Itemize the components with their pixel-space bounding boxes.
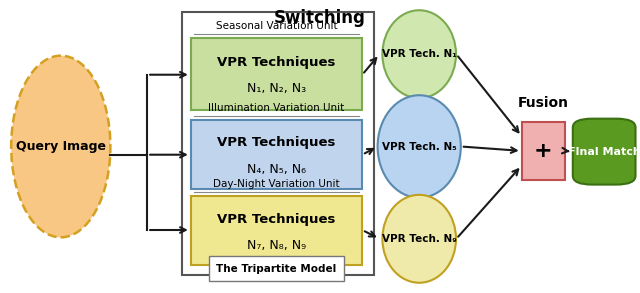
Ellipse shape <box>383 195 456 283</box>
FancyBboxPatch shape <box>209 256 344 281</box>
Ellipse shape <box>383 10 456 98</box>
Text: Illumination Variation Unit: Illumination Variation Unit <box>209 103 344 113</box>
Text: The Tripartite Model: The Tripartite Model <box>216 264 337 274</box>
Bar <box>191 196 362 265</box>
Text: VPR Techniques: VPR Techniques <box>218 212 335 226</box>
Text: Fusion: Fusion <box>518 96 569 110</box>
Text: FInal Match: FInal Match <box>568 146 640 157</box>
Text: N₄, N₅, N₆: N₄, N₅, N₆ <box>247 163 306 176</box>
Ellipse shape <box>378 95 461 198</box>
Text: Query Image: Query Image <box>16 140 106 153</box>
Text: +: + <box>534 141 553 161</box>
Bar <box>182 12 374 275</box>
Text: Seasonal Variation Unit: Seasonal Variation Unit <box>216 21 337 31</box>
Bar <box>522 122 565 180</box>
Ellipse shape <box>11 56 111 237</box>
Text: VPR Tech. N₉: VPR Tech. N₉ <box>382 234 456 244</box>
Text: VPR Techniques: VPR Techniques <box>218 136 335 149</box>
Text: N₇, N₈, N₉: N₇, N₈, N₉ <box>247 239 306 252</box>
Text: VPR Tech. N₁: VPR Tech. N₁ <box>382 49 456 59</box>
FancyBboxPatch shape <box>573 119 636 185</box>
Text: Switching: Switching <box>274 9 366 27</box>
Text: N₁, N₂, N₃: N₁, N₂, N₃ <box>247 82 306 95</box>
Bar <box>191 120 362 189</box>
Text: VPR Techniques: VPR Techniques <box>218 56 335 69</box>
Text: VPR Tech. N₅: VPR Tech. N₅ <box>382 142 456 151</box>
Bar <box>191 38 362 110</box>
Text: Day-Night Variation Unit: Day-Night Variation Unit <box>213 179 340 189</box>
